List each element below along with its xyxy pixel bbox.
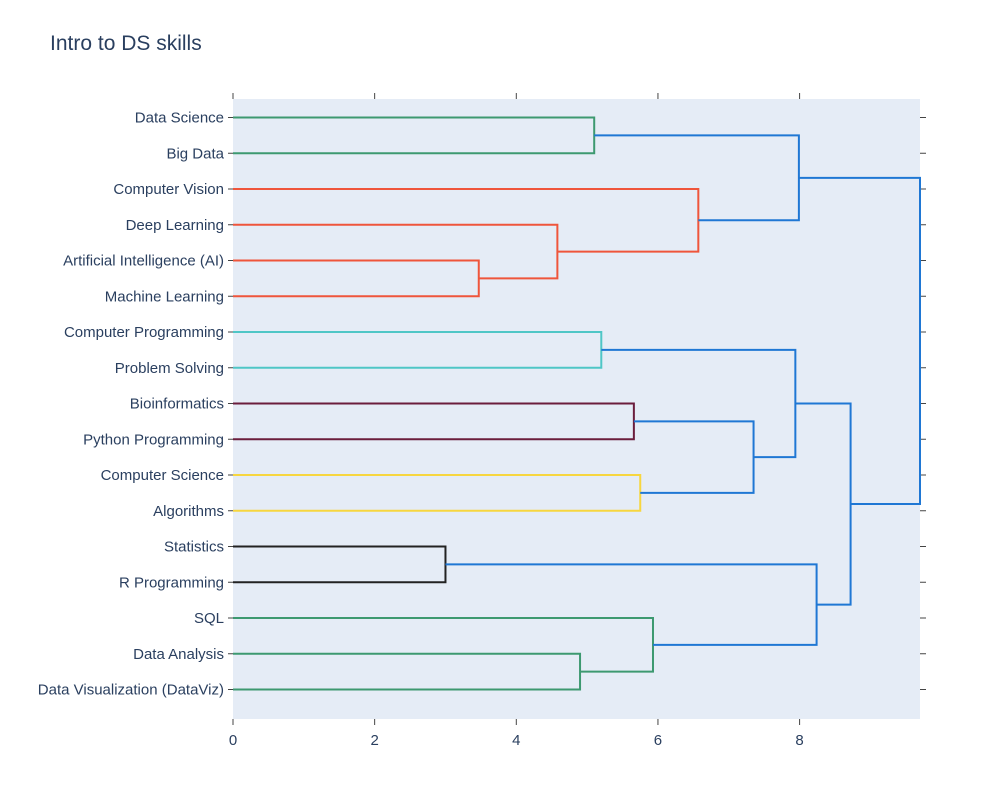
dendrogram-link — [233, 545, 447, 584]
leaf-label: Problem Solving — [115, 360, 224, 377]
leaf-label: Data Visualization (DataViz) — [38, 682, 224, 699]
leaf-label: Bioinformatics — [130, 396, 224, 413]
leaf-label: Data Science — [135, 110, 224, 127]
leaf-label: R Programming — [119, 574, 224, 591]
leaf-label: Computer Vision — [113, 181, 224, 198]
leaf-label: Statistics — [164, 539, 224, 556]
leaf-label: Algorithms — [153, 503, 224, 520]
leaf-label: Deep Learning — [126, 217, 224, 234]
dendrogram-link — [233, 402, 635, 441]
dendrogram-link — [601, 348, 797, 459]
dendrogram-link — [233, 652, 582, 691]
x-tick-label: 0 — [229, 732, 237, 749]
dendrogram-link — [798, 176, 921, 506]
leaf-label: Python Programming — [83, 431, 224, 448]
x-tick-label: 2 — [370, 732, 378, 749]
dendrogram-link — [233, 474, 642, 512]
leaf-label: Data Analysis — [133, 646, 224, 663]
leaf-label: Artificial Intelligence (AI) — [63, 253, 224, 270]
leaf-label: Computer Science — [101, 467, 224, 484]
dendrogram-links — [233, 116, 921, 691]
plot-area — [233, 99, 920, 719]
leaf-label: Computer Programming — [64, 324, 224, 341]
chart-title: Intro to DS skills — [50, 32, 202, 55]
dendrogram-link — [233, 116, 596, 155]
leaf-labels: Data Science Big Data Computer Vision Deep … — [38, 110, 225, 699]
x-tick-label: 4 — [512, 732, 520, 749]
leaf-label: Machine Learning — [105, 288, 224, 305]
axis-ticks: 0 2 4 6 8 — [228, 93, 926, 749]
leaf-label: SQL — [194, 610, 224, 627]
x-tick-label: 6 — [654, 732, 662, 749]
dendrogram-link — [233, 223, 559, 280]
leaf-label: Big Data — [166, 145, 224, 162]
x-tick-label: 8 — [795, 732, 803, 749]
